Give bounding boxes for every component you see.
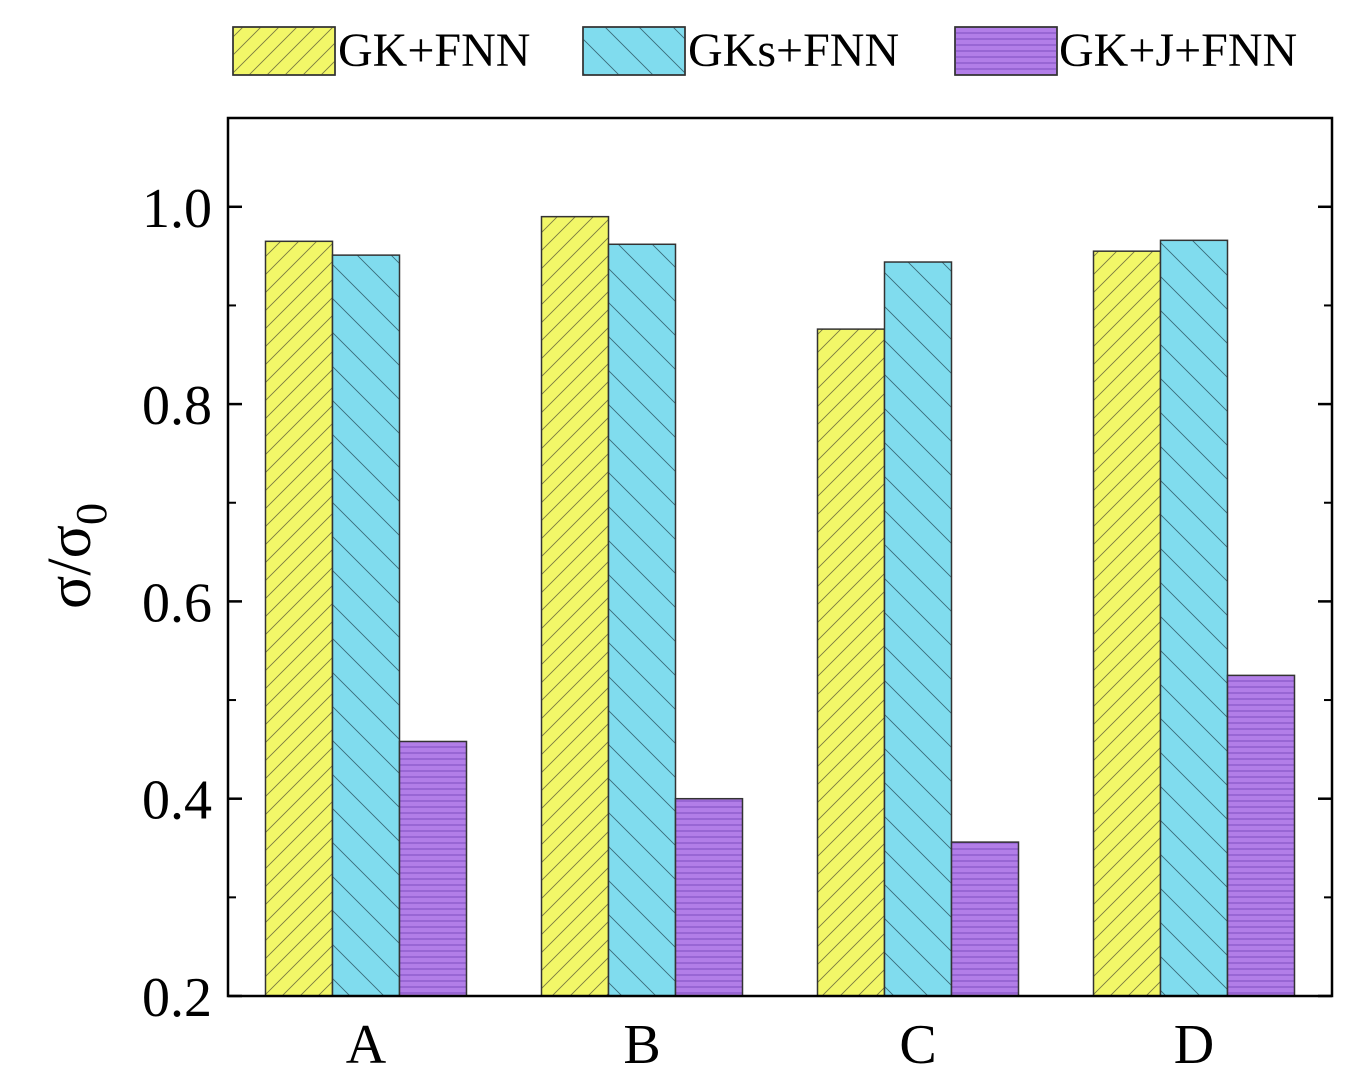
y-axis-label-main: σ/σ <box>36 525 104 609</box>
y-axis-label-subscript: 0 <box>67 503 116 525</box>
y-tick-label: 0.4 <box>142 770 212 832</box>
bar-gks-fnn-c-hatch <box>883 261 953 997</box>
legend: GK+FNN GKs+FNN GK+J+FNN <box>232 24 1297 77</box>
bar-gks-fnn-a-hatch <box>331 254 401 997</box>
legend-item-gk-j-fnn: GK+J+FNN <box>954 24 1297 77</box>
legend-swatch-gk-fnn-hatch <box>232 26 336 76</box>
legend-swatch-gks-fnn-hatch <box>582 26 686 76</box>
legend-label-gk-j-fnn: GK+J+FNN <box>1059 24 1297 77</box>
y-tick-label: 0.2 <box>142 967 212 1029</box>
y-tick-label: 0.6 <box>142 572 212 634</box>
bar-gks-fnn-b-hatch <box>607 243 677 997</box>
bar-gk-fnn-a-hatch <box>264 240 334 997</box>
bar-gk-j-fnn-c-hatch <box>950 841 1020 997</box>
x-tick-label-a: A <box>346 1014 387 1076</box>
legend-swatch-gk-j-fnn-hatch <box>954 26 1058 76</box>
bar-gk-j-fnn-a-hatch <box>398 740 468 997</box>
legend-item-gks-fnn: GKs+FNN <box>582 24 899 77</box>
bar-gk-fnn-b-hatch <box>540 215 610 997</box>
legend-item-gk-fnn: GK+FNN <box>232 24 530 77</box>
bars-layer <box>264 215 1296 997</box>
bar-gks-fnn-d-hatch <box>1159 239 1229 997</box>
plot-frame <box>226 116 1334 998</box>
bar-gk-j-fnn-b-hatch <box>674 797 744 997</box>
x-tick-label-c: C <box>899 1014 936 1076</box>
y-tick-label: 1.0 <box>142 178 212 240</box>
legend-label-gks-fnn: GKs+FNN <box>688 24 899 77</box>
legend-label-gk-fnn: GK+FNN <box>338 24 530 77</box>
x-tick-label-b: B <box>623 1014 660 1076</box>
y-tick-label: 0.8 <box>142 375 212 437</box>
bar-gk-j-fnn-d-hatch <box>1226 674 1296 997</box>
bar-gk-fnn-c-hatch <box>816 328 886 997</box>
axes-layer: A B C D 0.2 0.4 0.6 0.8 1.0 <box>142 116 1334 1076</box>
bar-gk-fnn-d-hatch <box>1092 250 1162 997</box>
y-axis-label: σ/σ0 <box>36 503 116 609</box>
x-tick-label-d: D <box>1174 1014 1214 1076</box>
